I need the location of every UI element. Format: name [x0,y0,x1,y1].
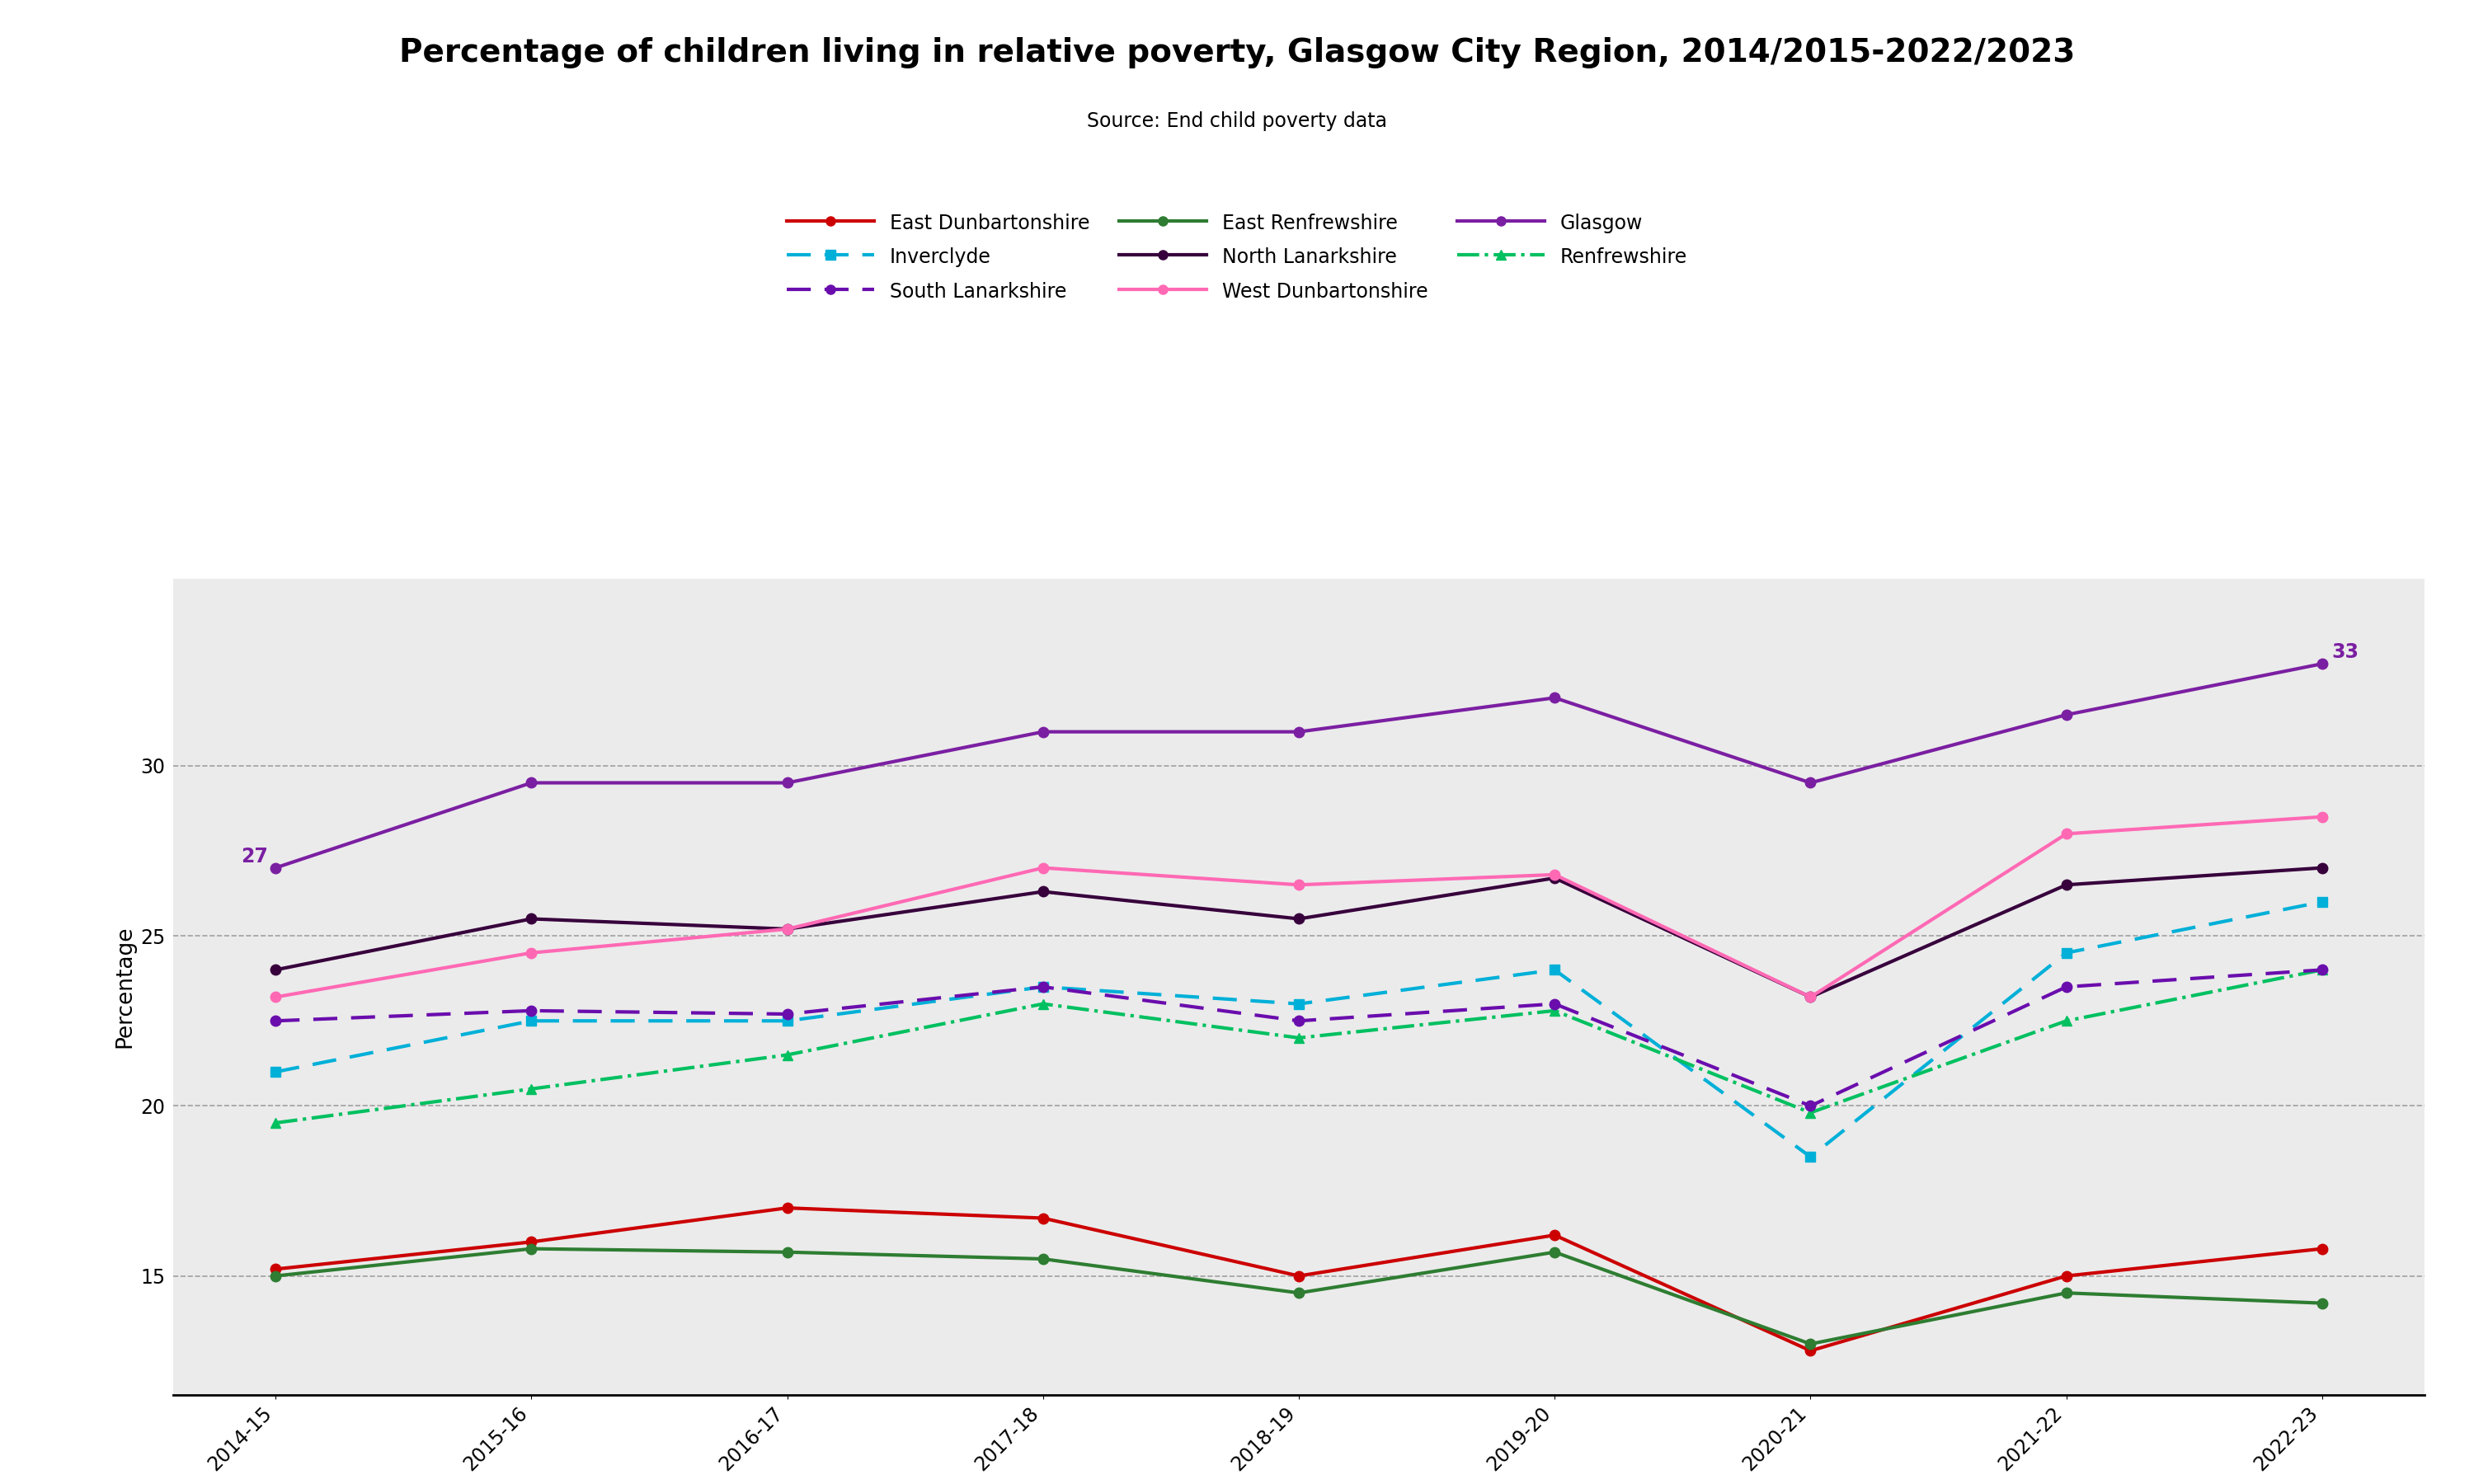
North Lanarkshire [260,962,289,979]
East Dunbartonshire [772,1199,802,1217]
East Dunbartonshire [517,1233,547,1251]
East Dunbartonshire [260,1260,289,1278]
North Lanarkshire [1029,883,1059,901]
Glasgow [1796,773,1826,791]
Line: Glasgow: Glasgow [270,659,2328,873]
South Lanarkshire [1284,1012,1314,1030]
Renfrewshire [260,1114,289,1132]
Glasgow [1284,723,1314,741]
North Lanarkshire [2308,859,2338,877]
South Lanarkshire [1029,978,1059,996]
South Lanarkshire [2051,978,2081,996]
East Dunbartonshire [1796,1342,1826,1359]
North Lanarkshire [517,910,547,928]
North Lanarkshire [2051,876,2081,893]
West Dunbartonshire [1029,859,1059,877]
Inverclyde [1029,978,1059,996]
East Renfrewshire [517,1239,547,1257]
Line: West Dunbartonshire: West Dunbartonshire [270,812,2328,1002]
Line: South Lanarkshire: South Lanarkshire [270,965,2328,1112]
Line: East Dunbartonshire: East Dunbartonshire [270,1202,2328,1356]
Y-axis label: Percentage: Percentage [114,926,136,1048]
South Lanarkshire [2308,962,2338,979]
Legend: East Dunbartonshire, Inverclyde, South Lanarkshire, East Renfrewshire, North Lan: East Dunbartonshire, Inverclyde, South L… [777,203,1697,312]
Renfrewshire [1796,1104,1826,1122]
South Lanarkshire [1796,1097,1826,1114]
Renfrewshire [517,1080,547,1098]
East Renfrewshire [1539,1244,1569,1261]
Renfrewshire [1284,1028,1314,1046]
South Lanarkshire [772,1005,802,1022]
Renfrewshire [772,1046,802,1064]
Glasgow [1539,689,1569,706]
Renfrewshire [2308,962,2338,979]
East Dunbartonshire [2308,1239,2338,1257]
East Renfrewshire [1796,1336,1826,1353]
Inverclyde [1539,962,1569,979]
North Lanarkshire [1284,910,1314,928]
Inverclyde [1796,1149,1826,1166]
Line: North Lanarkshire: North Lanarkshire [270,862,2328,1002]
Line: East Renfrewshire: East Renfrewshire [270,1244,2328,1349]
Glasgow [2051,706,2081,724]
Inverclyde [260,1063,289,1080]
Glasgow [772,773,802,791]
North Lanarkshire [1539,870,1569,887]
West Dunbartonshire [1284,876,1314,893]
Glasgow [260,859,289,877]
Line: Inverclyde: Inverclyde [270,896,2328,1162]
West Dunbartonshire [260,988,289,1006]
Glasgow [517,773,547,791]
Inverclyde [2051,944,2081,962]
Renfrewshire [1539,1002,1569,1020]
South Lanarkshire [1539,994,1569,1012]
Text: 27: 27 [240,846,267,867]
East Renfrewshire [260,1267,289,1285]
East Renfrewshire [2308,1294,2338,1312]
East Renfrewshire [1284,1284,1314,1301]
Renfrewshire [1029,994,1059,1012]
Text: 33: 33 [2331,643,2358,662]
East Dunbartonshire [1539,1226,1569,1244]
East Renfrewshire [1029,1250,1059,1267]
Text: Source: End child poverty data: Source: End child poverty data [1086,111,1388,131]
Inverclyde [517,1012,547,1030]
West Dunbartonshire [2308,807,2338,825]
East Dunbartonshire [1029,1209,1059,1227]
Renfrewshire [2051,1012,2081,1030]
Inverclyde [772,1012,802,1030]
East Renfrewshire [772,1244,802,1261]
Line: Renfrewshire: Renfrewshire [270,965,2328,1128]
Text: Percentage of children living in relative poverty, Glasgow City Region, 2014/201: Percentage of children living in relativ… [398,37,2076,68]
West Dunbartonshire [1539,865,1569,883]
Glasgow [2308,654,2338,672]
North Lanarkshire [772,920,802,938]
West Dunbartonshire [772,920,802,938]
East Renfrewshire [2051,1284,2081,1301]
West Dunbartonshire [1796,988,1826,1006]
Inverclyde [1284,994,1314,1012]
Glasgow [1029,723,1059,741]
East Dunbartonshire [1284,1267,1314,1285]
North Lanarkshire [1796,988,1826,1006]
West Dunbartonshire [517,944,547,962]
South Lanarkshire [517,1002,547,1020]
East Dunbartonshire [2051,1267,2081,1285]
West Dunbartonshire [2051,825,2081,843]
South Lanarkshire [260,1012,289,1030]
Inverclyde [2308,893,2338,911]
